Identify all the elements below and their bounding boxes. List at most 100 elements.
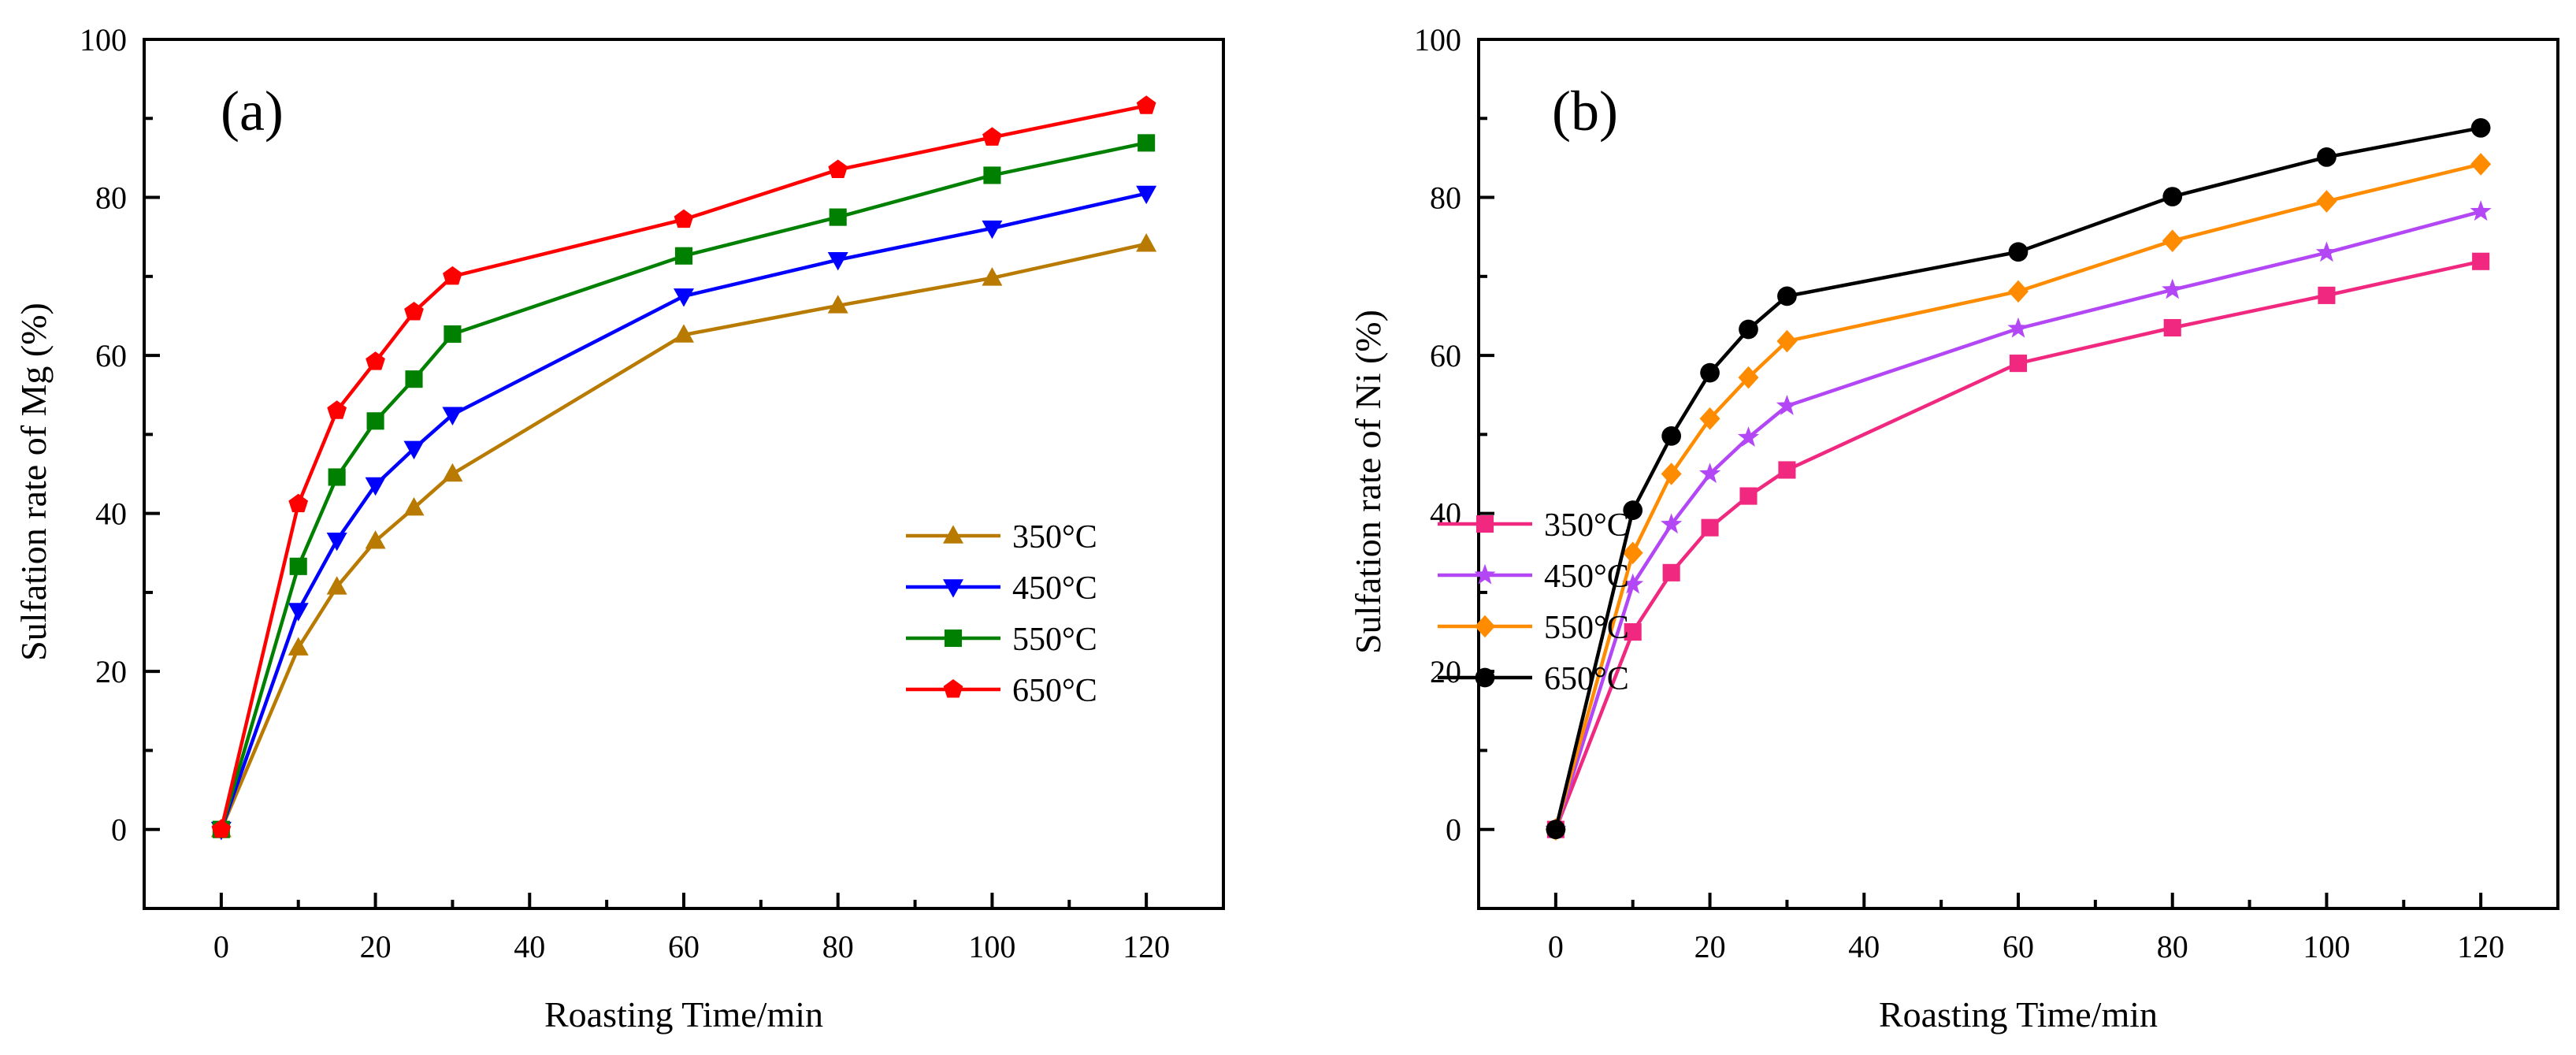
legend-item: 650°C <box>1438 661 1629 697</box>
x-tick-label: 40 <box>514 929 545 964</box>
marker-circle <box>1739 319 1758 340</box>
y-axis-label: Sulfation rate of Ni (%) <box>1348 310 1388 654</box>
marker-pentagon <box>674 209 694 228</box>
marker-triangle-down <box>288 603 309 622</box>
marker-triangle-up <box>674 324 694 343</box>
series-650C <box>211 95 1156 838</box>
marker-star <box>1474 563 1496 585</box>
marker-square <box>2163 318 2181 337</box>
marker-diamond <box>1776 329 1798 353</box>
marker-diamond <box>1661 462 1682 485</box>
panel-a: 0 20 40 60 80 100 120 0 20 40 60 80 100 Roasting Time… <box>13 22 1225 1035</box>
marker-square <box>1138 134 1156 152</box>
marker-diamond <box>2162 229 2183 252</box>
y-tick-label: 100 <box>1414 22 1461 58</box>
marker-star <box>1698 462 1721 484</box>
marker-triangle-down <box>827 252 848 271</box>
marker-square <box>1701 518 1719 537</box>
legend-label: 350°C <box>1012 519 1097 555</box>
series-350C <box>1546 252 2490 838</box>
legend-item: 350°C <box>906 519 1097 555</box>
series-line <box>1553 126 2481 830</box>
marker-square <box>2472 252 2490 270</box>
marker-square <box>2009 355 2028 373</box>
legend-item: 450°C <box>1438 559 1629 595</box>
series-line <box>219 104 1147 830</box>
marker-square <box>1739 487 1758 505</box>
y-axis-label: Sulfation rate of Mg (%) <box>13 303 54 661</box>
marker-circle <box>1475 667 1495 688</box>
marker-triangle-down <box>943 579 963 598</box>
x-tick-label: 100 <box>2303 929 2350 964</box>
legend-label: 450°C <box>1012 570 1097 607</box>
marker-pentagon <box>211 819 232 838</box>
marker-pentagon <box>327 400 347 419</box>
legend-item: 550°C <box>906 622 1097 658</box>
marker-star <box>1776 394 1798 415</box>
marker-circle <box>2008 242 2029 262</box>
series-550C <box>212 134 1156 838</box>
series-350C <box>210 233 1157 838</box>
marker-diamond <box>1475 615 1495 638</box>
marker-pentagon <box>404 301 424 321</box>
marker-circle <box>1661 426 1681 446</box>
series-line <box>219 191 1147 830</box>
marker-square <box>1662 563 1680 581</box>
marker-triangle-down <box>982 220 1003 240</box>
series-650C <box>1546 117 2491 840</box>
marker-pentagon <box>1136 95 1156 114</box>
marker-circle <box>2470 117 2491 138</box>
marker-triangle-down <box>1136 185 1157 205</box>
series-line <box>219 141 1147 830</box>
marker-square <box>366 412 384 430</box>
y-tick-label: 60 <box>1430 338 1461 373</box>
legend: 350°C 450°C 550°C 650°C <box>906 519 1097 709</box>
marker-triangle-up <box>403 496 425 516</box>
panel-label: (b) <box>1552 80 1618 143</box>
x-tick-label: 20 <box>1694 929 1726 964</box>
y-tick-label: 100 <box>80 22 127 58</box>
x-tick-label: 60 <box>2003 929 2034 964</box>
legend-label: 550°C <box>1012 622 1097 658</box>
legend-label: 550°C <box>1544 610 1629 646</box>
marker-star <box>2315 241 2338 262</box>
y-tick-label: 40 <box>95 496 127 532</box>
marker-pentagon <box>366 351 385 370</box>
series-line <box>1553 162 2481 830</box>
x-axis-label: Roasting Time/min <box>1879 994 2158 1035</box>
marker-triangle-down <box>326 532 347 552</box>
x-tick-label: 80 <box>2157 929 2188 964</box>
marker-triangle-down <box>403 440 425 460</box>
marker-circle <box>2317 147 2337 167</box>
marker-circle <box>1623 500 1643 520</box>
marker-square <box>829 208 847 226</box>
plot-frame <box>143 38 1225 910</box>
x-tick-label: 60 <box>668 929 700 964</box>
marker-square <box>289 557 307 575</box>
x-tick-label: 20 <box>360 929 392 964</box>
x-tick-label: 120 <box>2457 929 2504 964</box>
marker-triangle-up <box>442 462 463 482</box>
marker-square <box>1624 622 1642 641</box>
marker-star <box>2007 317 2029 338</box>
marker-triangle-up <box>288 637 309 656</box>
marker-star <box>2162 278 2184 299</box>
marker-square <box>983 166 1001 184</box>
marker-triangle-up <box>365 530 386 549</box>
marker-pentagon <box>982 127 1002 146</box>
marker-square <box>405 370 423 388</box>
marker-triangle-up <box>943 525 963 544</box>
marker-triangle-up <box>326 576 347 595</box>
marker-pentagon <box>828 159 848 178</box>
series-450C <box>210 185 1157 841</box>
y-tick-label: 0 <box>111 812 127 848</box>
x-tick-label: 40 <box>1848 929 1880 964</box>
marker-star <box>1661 513 1683 534</box>
x-tick-label: 0 <box>213 929 229 964</box>
panel-label: (a) <box>221 80 284 143</box>
y-tick-label: 80 <box>95 180 127 216</box>
marker-square <box>1475 514 1494 533</box>
marker-star <box>1737 426 1760 447</box>
